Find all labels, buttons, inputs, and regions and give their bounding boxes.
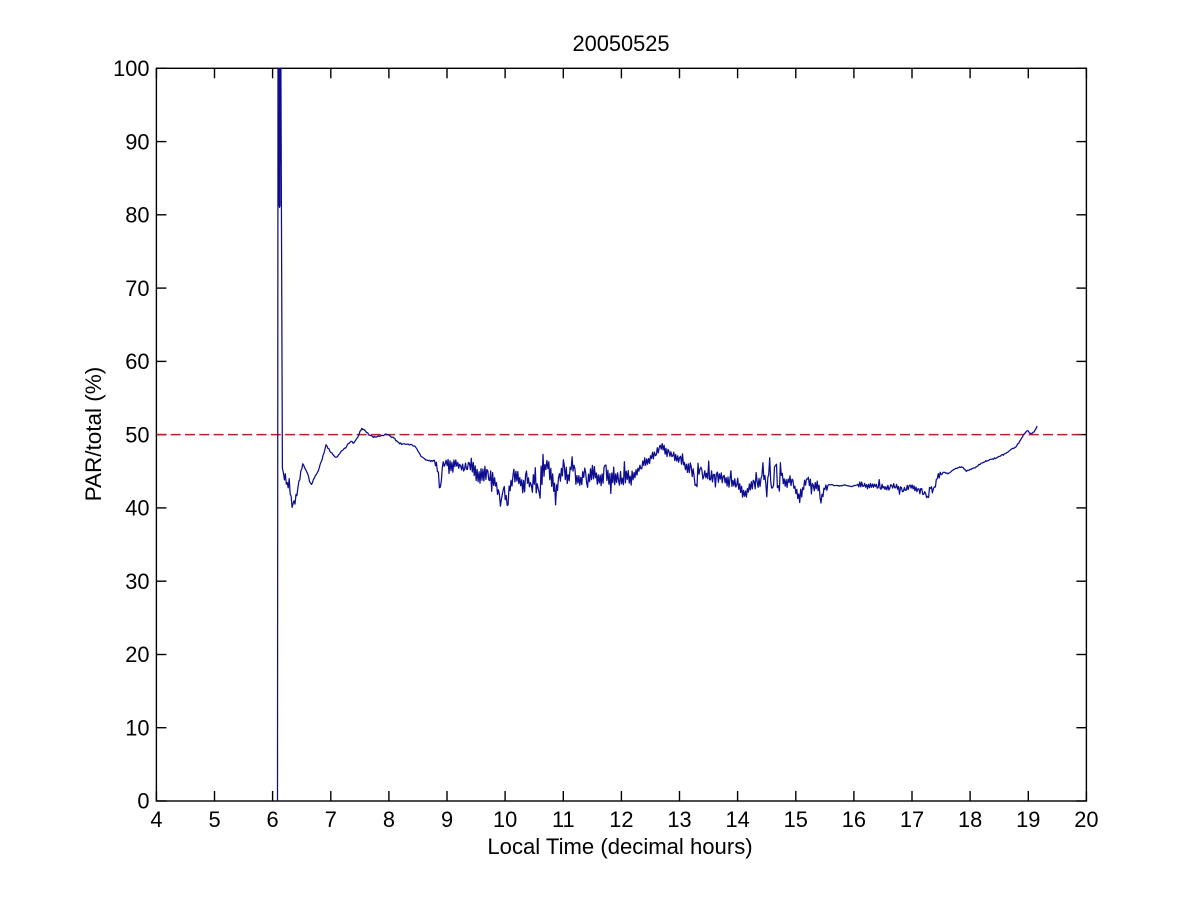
svg-text:15: 15 [784, 807, 808, 832]
svg-text:70: 70 [125, 276, 149, 301]
svg-text:40: 40 [125, 496, 149, 521]
svg-text:17: 17 [900, 807, 924, 832]
svg-text:13: 13 [667, 807, 691, 832]
svg-text:90: 90 [125, 129, 149, 154]
svg-text:4: 4 [150, 807, 162, 832]
svg-text:19: 19 [1016, 807, 1040, 832]
svg-text:20: 20 [1074, 807, 1098, 832]
svg-text:PAR/total (%): PAR/total (%) [81, 367, 106, 502]
svg-text:12: 12 [609, 807, 633, 832]
svg-text:18: 18 [958, 807, 982, 832]
svg-text:5: 5 [208, 807, 220, 832]
svg-text:6: 6 [267, 807, 279, 832]
svg-text:20050525: 20050525 [573, 31, 670, 56]
svg-text:7: 7 [325, 807, 337, 832]
svg-text:80: 80 [125, 203, 149, 228]
svg-text:60: 60 [125, 349, 149, 374]
svg-text:20: 20 [125, 642, 149, 667]
svg-text:100: 100 [113, 56, 149, 81]
svg-text:14: 14 [725, 807, 749, 832]
svg-text:8: 8 [383, 807, 395, 832]
svg-text:9: 9 [441, 807, 453, 832]
svg-text:0: 0 [137, 789, 149, 814]
svg-text:10: 10 [125, 715, 149, 740]
svg-text:30: 30 [125, 569, 149, 594]
svg-text:10: 10 [493, 807, 517, 832]
svg-text:16: 16 [842, 807, 866, 832]
svg-text:Local Time (decimal hours): Local Time (decimal hours) [487, 834, 752, 859]
svg-text:11: 11 [552, 807, 575, 832]
svg-text:50: 50 [125, 422, 149, 447]
